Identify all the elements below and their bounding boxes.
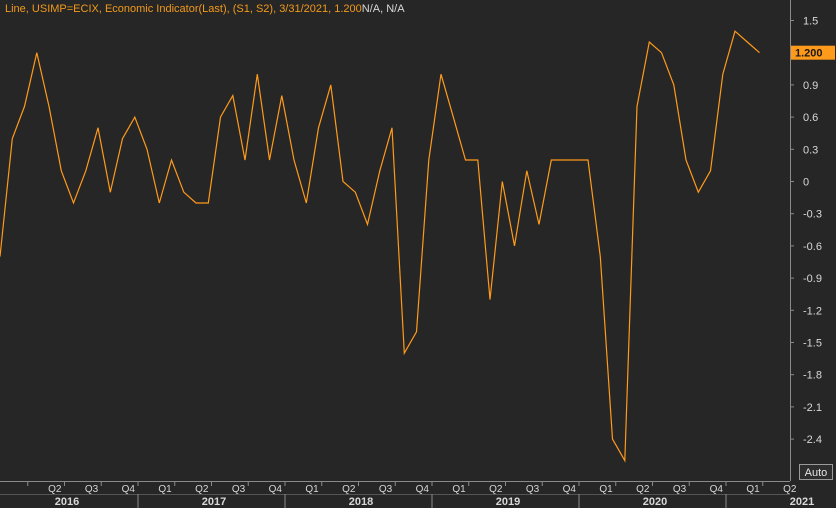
last-value-badge <box>791 45 835 60</box>
x-quarter-label: Q4 <box>269 484 283 495</box>
x-year-label: 2018 <box>349 496 373 508</box>
x-quarter-label: Q1 <box>158 484 172 495</box>
series-line-usimp <box>0 30 760 463</box>
x-quarter-label: Q4 <box>563 484 577 495</box>
x-year-label: 2017 <box>202 496 226 508</box>
x-year-label: 2016 <box>55 496 79 508</box>
y-tick-label: 0.9 <box>803 80 818 92</box>
y-tick-label: 1.5 <box>803 16 818 28</box>
y-tick-label: -2.4 <box>803 434 822 446</box>
y-tick-label: -0.9 <box>803 273 822 285</box>
y-tick-label: 0.3 <box>803 144 818 156</box>
x-year-label: 2019 <box>496 496 520 508</box>
x-quarter-label: Q1 <box>746 484 760 495</box>
legend-na-text: N/A, N/A <box>361 3 405 15</box>
x-quarter-label: Q2 <box>195 484 209 495</box>
x-quarter-label: Q1 <box>599 484 613 495</box>
y-tick-label: -1.8 <box>803 370 822 382</box>
last-value-label: 1.200 <box>795 48 823 60</box>
y-tick-label: 0 <box>803 177 809 189</box>
x-quarter-label: Q3 <box>673 484 687 495</box>
y-tick-label: -0.3 <box>803 209 822 221</box>
x-quarter-label: Q3 <box>526 484 540 495</box>
x-year-label: 2020 <box>643 496 667 508</box>
x-quarter-label: Q1 <box>305 484 319 495</box>
y-tick-label: -1.5 <box>803 338 822 350</box>
x-quarter-label: Q2 <box>636 484 650 495</box>
x-quarter-label: Q3 <box>232 484 246 495</box>
x-quarter-label: Q4 <box>122 484 136 495</box>
y-tick-label: -2.1 <box>803 402 822 414</box>
y-tick-label: -0.6 <box>803 241 822 253</box>
auto-scale-button[interactable]: Auto <box>799 464 833 480</box>
x-year-label: 2021 <box>790 496 814 508</box>
x-quarter-label: Q2 <box>489 484 503 495</box>
x-quarter-label: Q4 <box>710 484 724 495</box>
x-quarter-label: Q2 <box>48 484 62 495</box>
legend-series-text: Line, USIMP=ECIX, Economic Indicator(Las… <box>5 3 362 15</box>
y-tick-label: 0.6 <box>803 112 818 124</box>
chart-legend: Line, USIMP=ECIX, Economic Indicator(Las… <box>5 3 405 15</box>
x-quarter-label: Q4 <box>416 484 430 495</box>
x-quarter-label: Q1 <box>452 484 466 495</box>
x-quarter-label: Q3 <box>85 484 99 495</box>
x-quarter-label: Q2 <box>342 484 356 495</box>
y-tick-label: -1.2 <box>803 305 822 317</box>
x-quarter-label: Q2 <box>783 484 797 495</box>
x-quarter-label: Q3 <box>379 484 393 495</box>
